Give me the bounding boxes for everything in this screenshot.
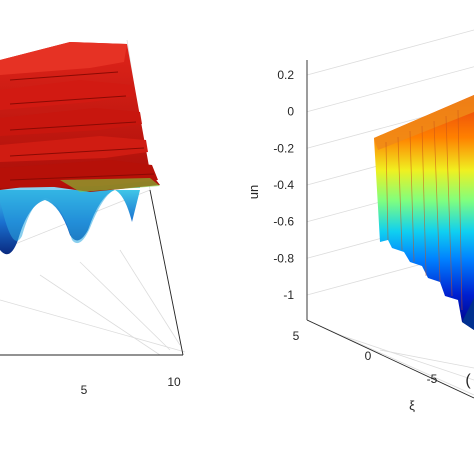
right-xi-ticks: 5 0 -5 (293, 329, 438, 386)
right-xi-tick: 5 (293, 329, 300, 343)
right-z-tick: 0.2 (277, 68, 294, 82)
right-z-tick: -0.4 (273, 178, 294, 192)
right-axes (306, 60, 474, 399)
left-x-tick: 10 (167, 375, 181, 389)
right-xi-tick: 0 (365, 349, 372, 363)
left-surface-wells (0, 180, 140, 255)
right-xi-axis-label: ξ (409, 398, 415, 413)
right-z-tick: 0 (287, 105, 294, 119)
right-z-tick: -0.6 (273, 215, 294, 229)
right-z-tick: -1 (283, 288, 294, 302)
right-z-axis-label: un (246, 185, 261, 199)
right-z-tick: -0.2 (273, 141, 294, 155)
right-panel-tag: ( (465, 372, 471, 389)
left-x-ticks: 5 10 (81, 375, 181, 397)
right-xi-tick: -5 (427, 372, 438, 386)
right-z-gridline (306, 29, 474, 76)
right-panel: 0.2 0 -0.2 -0.4 -0.6 -0.8 -1 un 5 0 -5 ξ ( (246, 29, 474, 413)
left-axes (0, 189, 184, 356)
left-x-tick: 5 (81, 383, 88, 397)
left-panel: 5 10 (0, 39, 186, 397)
left-surface-top (0, 42, 160, 192)
right-z-gridline (306, 66, 474, 113)
right-z-ticks: 0.2 0 -0.2 -0.4 -0.6 -0.8 -1 (273, 68, 294, 302)
right-surface (374, 95, 474, 330)
right-z-tick: -0.8 (273, 251, 294, 265)
